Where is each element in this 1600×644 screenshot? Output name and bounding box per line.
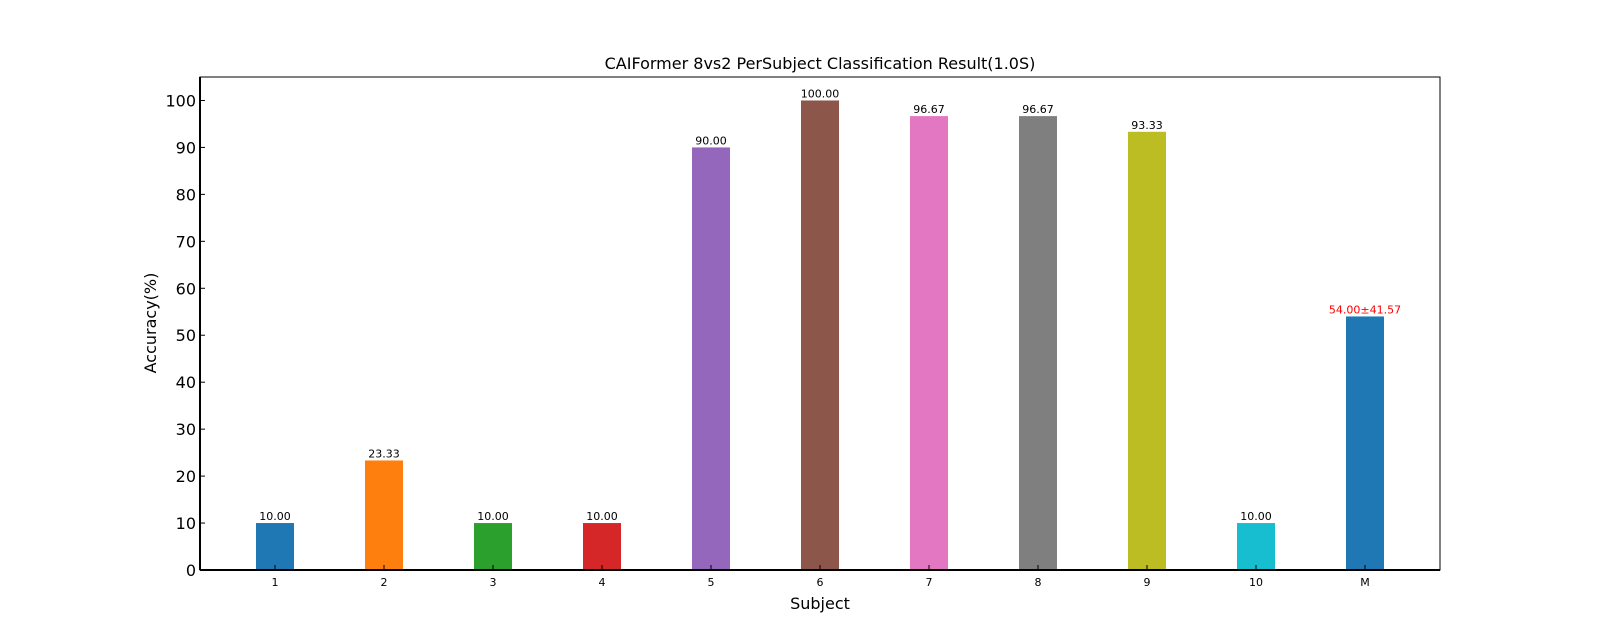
y-tick-label: 20: [176, 467, 196, 486]
y-tick-label: 50: [176, 326, 196, 345]
bar-value-label: 23.33: [368, 447, 400, 460]
bars-layer: [256, 100, 1384, 571]
axis-ticks-layer: 0 10 20 30 40 50 60 70 80 90 100 1 2 3 4 5 6 7 8 9 10 M: [165, 91, 1369, 589]
value-labels-layer: 10.00 23.33 10.00 10.00 90.00 100.00 96.67 96.6…: [259, 87, 1401, 523]
y-tick-label: 90: [176, 138, 196, 157]
x-tick-label: M: [1360, 576, 1370, 589]
bar-7: [910, 116, 948, 571]
y-tick-label: 10: [176, 514, 196, 533]
bar-value-label: 10.00: [586, 510, 618, 523]
bar-value-label: 96.67: [1022, 103, 1054, 116]
bar-6: [801, 100, 839, 570]
bar-1: [256, 523, 294, 570]
x-tick-label: 6: [817, 576, 824, 589]
y-tick-label: 30: [176, 420, 196, 439]
y-tick-label: 70: [176, 232, 196, 251]
bar-5: [692, 147, 730, 570]
x-tick-label: 8: [1035, 576, 1042, 589]
bar-value-label: 93.33: [1131, 119, 1163, 132]
x-tick-label: 1: [272, 576, 279, 589]
y-tick-label: 0: [186, 561, 196, 580]
y-tick-label: 40: [176, 373, 196, 392]
bar-4: [583, 523, 621, 570]
bar-value-label: 10.00: [259, 510, 291, 523]
x-tick-label: 5: [708, 576, 715, 589]
bar-3: [474, 523, 512, 570]
bar-value-label: 96.67: [913, 103, 945, 116]
bar-2: [365, 460, 403, 570]
y-axis-label: Accuracy(%): [141, 273, 160, 374]
x-tick-label: 4: [599, 576, 606, 589]
x-tick-label: 10: [1249, 576, 1263, 589]
bar-M: [1346, 316, 1384, 570]
y-tick-label: 60: [176, 279, 196, 298]
x-tick-label: 7: [926, 576, 933, 589]
bar-value-label: 100.00: [801, 87, 840, 100]
x-axis-label: Subject: [790, 594, 850, 613]
bar-value-label: 10.00: [1240, 510, 1272, 523]
bar-8: [1019, 116, 1057, 571]
bar-value-label: 10.00: [477, 510, 509, 523]
y-tick-label: 100: [165, 91, 196, 110]
bar-value-label: 54.00±41.57: [1329, 303, 1401, 316]
bar-9: [1128, 131, 1166, 570]
bar-10: [1237, 523, 1275, 570]
x-tick-label: 2: [381, 576, 388, 589]
bar-value-label: 90.00: [695, 134, 727, 147]
y-tick-label: 80: [176, 185, 196, 204]
chart-title: CAIFormer 8vs2 PerSubject Classification…: [605, 54, 1036, 73]
x-tick-label: 3: [490, 576, 497, 589]
x-tick-label: 9: [1144, 576, 1151, 589]
